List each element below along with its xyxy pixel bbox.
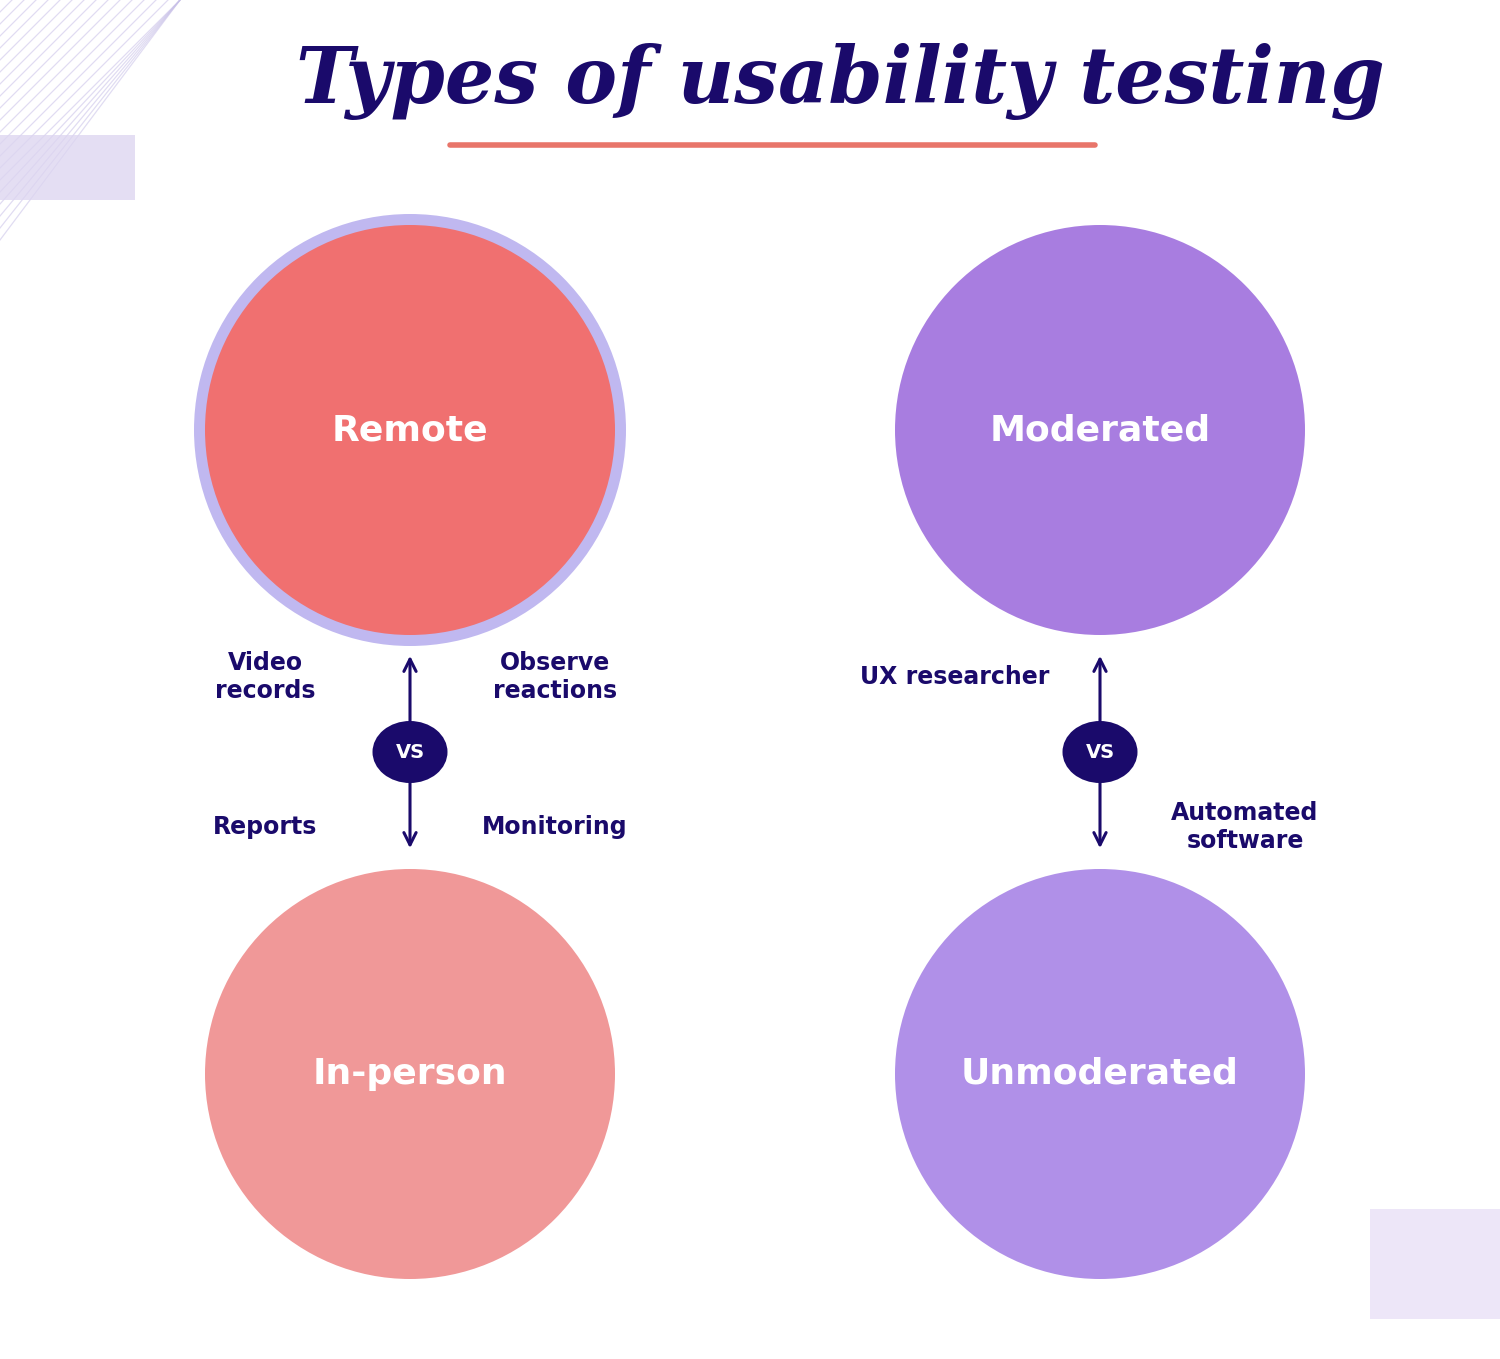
FancyArrowPatch shape (404, 659, 416, 845)
Text: Reports: Reports (213, 815, 316, 839)
Text: UX researcher: UX researcher (861, 665, 1050, 689)
Text: Monitoring: Monitoring (482, 815, 628, 839)
Ellipse shape (206, 868, 615, 1279)
Ellipse shape (194, 213, 626, 646)
Text: Types of usability testing: Types of usability testing (296, 43, 1384, 121)
Ellipse shape (206, 226, 615, 635)
Text: VS: VS (396, 742, 424, 761)
Text: Remote: Remote (332, 413, 489, 447)
FancyBboxPatch shape (1370, 1210, 1500, 1320)
Ellipse shape (896, 226, 1305, 635)
FancyArrowPatch shape (1094, 659, 1106, 845)
Text: Automated
software: Automated software (1172, 800, 1318, 853)
Ellipse shape (1062, 722, 1137, 783)
Text: Video
records: Video records (214, 651, 315, 703)
Text: In-person: In-person (312, 1057, 507, 1091)
Text: VS: VS (1086, 742, 1114, 761)
Text: Moderated: Moderated (990, 413, 1210, 447)
Text: Unmoderated: Unmoderated (962, 1057, 1239, 1091)
FancyBboxPatch shape (0, 135, 135, 200)
Text: Observe
reactions: Observe reactions (494, 651, 616, 703)
Ellipse shape (372, 722, 447, 783)
Ellipse shape (896, 868, 1305, 1279)
